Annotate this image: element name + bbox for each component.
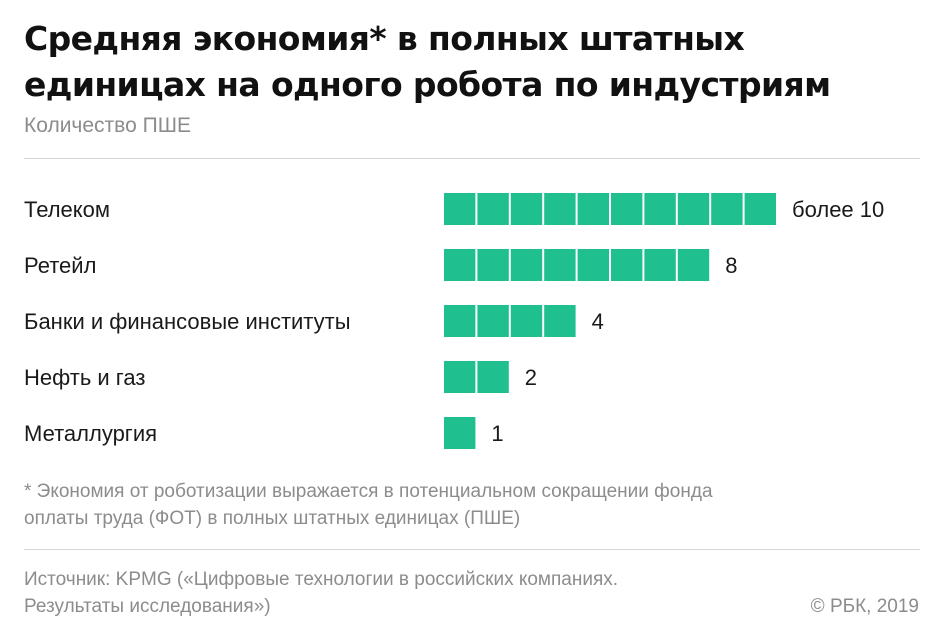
bar-segment (477, 361, 509, 393)
bar-segment (510, 305, 543, 337)
bar-segment (444, 361, 476, 393)
value-label: 8 (725, 253, 737, 278)
bar-segment (477, 193, 509, 225)
bar-segment (510, 193, 543, 225)
bar-segment (544, 305, 576, 337)
bar-segment (544, 249, 576, 281)
bar-segment (444, 417, 476, 449)
bar-segment (677, 193, 710, 225)
bar-segment (444, 249, 476, 281)
category-label: Металлургия (24, 421, 157, 446)
bar-segment (444, 193, 476, 225)
bottom-divider (24, 549, 920, 550)
bar-segment (611, 193, 643, 225)
source-line: Источник: KPMG («Цифровые технологии в р… (24, 569, 619, 590)
bar-segment (711, 193, 743, 225)
chart-subtitle: Количество ПШЕ (24, 114, 191, 137)
copyright: © РБК, 2019 (810, 596, 919, 617)
category-label: Нефть и газ (24, 365, 145, 390)
bar-segment (644, 249, 676, 281)
bar-segment (611, 249, 643, 281)
source-line: Результаты исследования») (24, 596, 271, 617)
bar-segment (744, 193, 776, 225)
top-divider (24, 158, 920, 159)
value-label: 4 (592, 309, 604, 334)
bar-segment (577, 249, 609, 281)
chart-title-line: Средняя экономия* в полных штатных (24, 19, 745, 58)
chart-title-line: единицах на одного робота по индустриям (24, 65, 831, 104)
bar-segment (644, 193, 676, 225)
bar-segment (444, 305, 476, 337)
category-label: Банки и финансовые институты (24, 309, 351, 334)
value-label: более 10 (792, 197, 884, 222)
bar-segment (544, 193, 576, 225)
bar-segment (577, 193, 609, 225)
value-label: 2 (525, 365, 537, 390)
bar-segment (510, 249, 543, 281)
footnote: * Экономия от роботизации выражается в п… (24, 478, 904, 532)
category-label: Телеком (24, 197, 110, 222)
bar-segment (477, 249, 509, 281)
bar-segment (477, 305, 509, 337)
bar-segment (677, 249, 710, 281)
source-note: Источник: KPMG («Цифровые технологии в р… (24, 566, 618, 620)
value-label: 1 (491, 421, 503, 446)
footnote-line: * Экономия от роботизации выражается в п… (24, 481, 713, 502)
category-label: Ретейл (24, 253, 96, 278)
chart-title: Средняя экономия* в полных штатных едини… (24, 16, 924, 108)
bar-chart: Телеком более 10 Ретейл 8 Банки и финансовые… (24, 193, 884, 449)
footnote-line: оплаты труда (ФОТ) в полных штатных един… (24, 508, 521, 529)
